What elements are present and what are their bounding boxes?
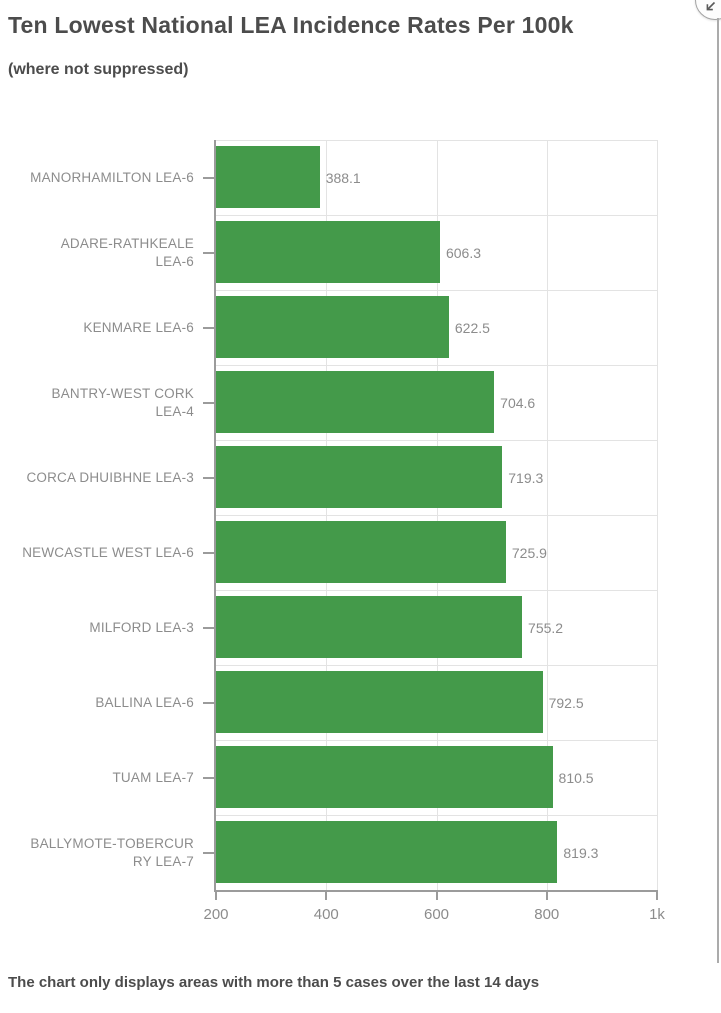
- bar[interactable]: [216, 521, 506, 583]
- bar-value-label: 704.6: [500, 394, 536, 411]
- category-label-line: TUAM LEA-7: [112, 769, 194, 785]
- bar-value-label: 792.5: [548, 694, 584, 711]
- category-label-line: ADARE-RATHKEALE: [60, 235, 194, 251]
- category-tick: [203, 551, 215, 554]
- bar[interactable]: [216, 821, 558, 883]
- category-label-line: LEA-4: [155, 403, 194, 419]
- category-label: ADARE-RATHKEALE LEA-6: [0, 215, 194, 290]
- bar[interactable]: [216, 671, 543, 733]
- bar-value-label: 810.5: [558, 769, 594, 786]
- category-label: MILFORD LEA-3: [0, 590, 194, 665]
- category-label-line: BALLINA LEA-6: [95, 694, 194, 710]
- x-tick-label: 600: [423, 906, 450, 923]
- category-label-line: RY LEA-7: [132, 853, 194, 869]
- bar-value-label: 725.9: [511, 544, 547, 561]
- category-tick: [203, 401, 215, 404]
- chart-footnote: The chart only displays areas with more …: [8, 974, 540, 991]
- bar-value-label: 388.1: [325, 169, 361, 186]
- chart-title: Ten Lowest National LEA Incidence Rates …: [8, 12, 574, 38]
- category-label-line: NEWCASTLE WEST LEA-6: [22, 544, 194, 560]
- category-tick: [203, 251, 215, 254]
- category-label: TUAM LEA-7: [0, 740, 194, 815]
- category-tick: [203, 626, 215, 629]
- plot-area: 200 400 600 800 1k 388.1 606.3 622.5 704.6 719.3 7…: [203, 140, 665, 923]
- category-label-line: CORCA DHUIBHNE LEA-3: [26, 469, 194, 485]
- category-label-line: MANORHAMILTON LEA-6: [30, 169, 194, 185]
- x-tick-label: 800: [534, 906, 560, 923]
- category-label-line: LEA-6: [155, 253, 194, 269]
- x-tick-label: 400: [313, 906, 339, 923]
- category-label: BALLYMOTE-TOBERCUR RY LEA-7: [0, 815, 194, 890]
- y-axis-line: [214, 140, 216, 891]
- category-tick: [203, 176, 215, 179]
- x-gridline: [657, 140, 658, 890]
- bar[interactable]: [216, 221, 440, 283]
- bar-value-label: 719.3: [508, 469, 544, 486]
- bar[interactable]: [216, 146, 320, 208]
- category-label: KENMARE LEA-6: [0, 290, 194, 365]
- category-label: NEWCASTLE WEST LEA-6: [0, 515, 194, 590]
- bar-value-label: 755.2: [528, 619, 564, 636]
- x-axis-tick: [215, 892, 217, 900]
- panel-right-border: [717, 18, 719, 963]
- bar[interactable]: [216, 371, 495, 433]
- bar[interactable]: [216, 746, 553, 808]
- category-tick: [203, 851, 215, 854]
- chart-subtitle: (where not suppressed): [8, 61, 189, 78]
- bar-value-label: 819.3: [563, 844, 599, 861]
- category-label-line: MILFORD LEA-3: [89, 619, 194, 635]
- bar[interactable]: [216, 296, 449, 358]
- category-label-line: BANTRY-WEST CORK: [51, 385, 194, 401]
- category-label-line: KENMARE LEA-6: [83, 319, 194, 335]
- x-axis-tick: [435, 892, 438, 900]
- x-axis-tick: [656, 892, 658, 900]
- x-axis-tick: [325, 892, 328, 900]
- bar-value-label: 622.5: [454, 319, 490, 336]
- x-tick-label: 200: [203, 906, 229, 923]
- category-tick: [203, 476, 215, 479]
- category-tick: [203, 776, 215, 779]
- category-tick: [203, 701, 215, 704]
- x-tick-label: 1k: [649, 906, 665, 923]
- category-label: BALLINA LEA-6: [0, 665, 194, 740]
- category-label: CORCA DHUIBHNE LEA-3: [0, 440, 194, 515]
- bar-value-label: 606.3: [445, 244, 482, 261]
- x-gridline: [546, 140, 548, 890]
- collapse-button[interactable]: [695, 0, 721, 20]
- x-axis-line: [214, 890, 658, 892]
- bar-chart: 200 400 600 800 1k 388.1 606.3 622.5 704.6 719.3 7…: [0, 140, 700, 940]
- category-label: MANORHAMILTON LEA-6: [0, 140, 194, 215]
- category-label: BANTRY-WEST CORK LEA-4: [0, 365, 194, 440]
- x-gridline: [326, 140, 328, 890]
- category-label-line: BALLYMOTE-TOBERCUR: [30, 835, 194, 851]
- x-axis-tick: [545, 892, 548, 900]
- bar[interactable]: [216, 446, 503, 508]
- category-tick: [203, 326, 215, 329]
- bar[interactable]: [216, 596, 523, 658]
- x-gridline: [436, 140, 438, 890]
